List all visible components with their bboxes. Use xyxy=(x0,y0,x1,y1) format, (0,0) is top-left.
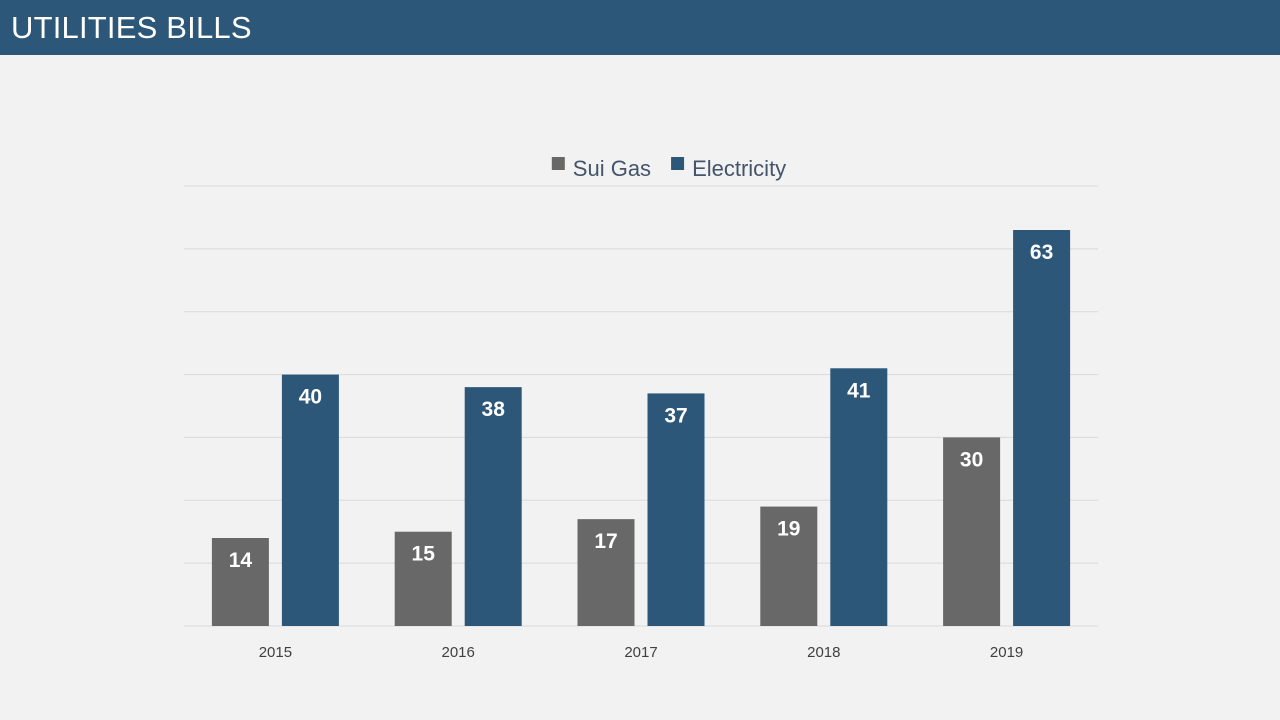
legend-item-sui-gas: Sui Gas xyxy=(551,156,651,181)
x-axis-tick-labels: 2015 2016 2017 2018 2019 xyxy=(259,644,1024,661)
bar-electricity-2018 xyxy=(830,368,888,626)
legend-label: Electricity xyxy=(692,156,786,181)
data-label-electricity-2019: 63 xyxy=(1030,241,1053,264)
legend-swatch xyxy=(551,157,565,170)
bars xyxy=(211,230,1071,626)
data-label-sui-gas-2015: 14 xyxy=(229,549,253,572)
bar-sui-gas-2016 xyxy=(394,531,452,626)
bar-sui-gas-2019 xyxy=(943,437,1001,626)
data-label-electricity-2017: 37 xyxy=(664,404,687,427)
legend-label: Sui Gas xyxy=(573,156,651,181)
x-tick-label-2019: 2019 xyxy=(990,644,1023,661)
x-tick-label-2017: 2017 xyxy=(624,644,657,661)
data-labels: 14 40 15 38 17 37 19 41 30 63 xyxy=(229,241,1054,572)
data-label-sui-gas-2019: 30 xyxy=(960,448,983,471)
bar-sui-gas-2017 xyxy=(577,519,635,626)
bar-electricity-2017 xyxy=(647,393,705,626)
bar-sui-gas-2018 xyxy=(760,506,818,626)
legend-swatch xyxy=(671,157,685,170)
data-label-electricity-2015: 40 xyxy=(299,386,322,409)
data-label-sui-gas-2016: 15 xyxy=(412,543,436,566)
x-tick-label-2018: 2018 xyxy=(807,644,840,661)
bar-electricity-2016 xyxy=(464,387,522,626)
data-label-sui-gas-2017: 17 xyxy=(594,530,617,553)
x-tick-label-2015: 2015 xyxy=(259,644,292,661)
legend-item-electricity: Electricity xyxy=(671,156,786,181)
bar-electricity-2015 xyxy=(281,374,339,626)
page-title: UTILITIES BILLS xyxy=(11,10,252,45)
bar-electricity-2019 xyxy=(1013,230,1071,626)
bar-sui-gas-2015 xyxy=(211,538,269,626)
legend: Sui Gas Electricity xyxy=(551,156,786,181)
data-label-sui-gas-2018: 19 xyxy=(777,518,800,541)
data-label-electricity-2018: 41 xyxy=(847,379,871,402)
data-label-electricity-2016: 38 xyxy=(482,398,506,421)
title-bar: UTILITIES BILLS xyxy=(0,0,1280,55)
x-tick-label-2016: 2016 xyxy=(442,644,475,661)
